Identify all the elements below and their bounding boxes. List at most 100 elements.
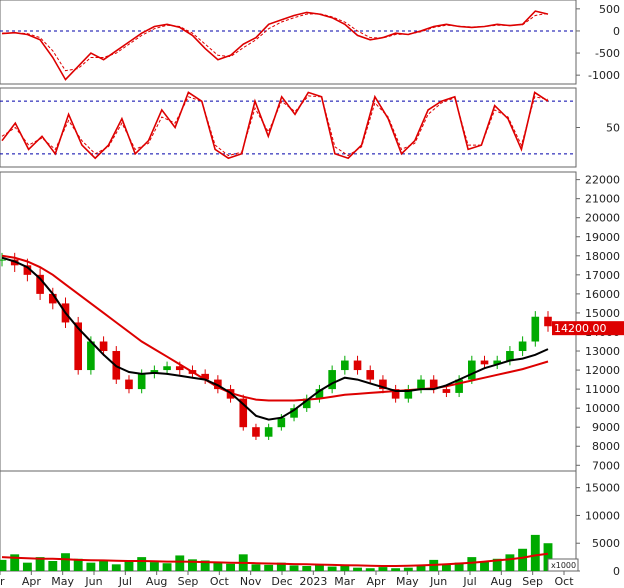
y-tick-label: 9000: [592, 421, 620, 434]
price-panel: 22000 21000 20000 19000 18000 17000 16000 15000…: [0, 171, 624, 472]
volume-bar: [111, 564, 121, 571]
x-tick-label: Nov: [240, 575, 262, 588]
x-tick-label: Aug: [146, 575, 167, 588]
y-tick-label: 21000: [585, 193, 620, 206]
candle-body: [518, 341, 527, 352]
y-tick-label: 0: [613, 25, 620, 38]
macd-lines: [1, 10, 549, 81]
volume-bars: [0, 534, 553, 571]
x-tick-label: Sep: [522, 575, 543, 588]
x-tick-label: Jul: [462, 575, 476, 588]
x-tick-label: May: [51, 575, 74, 588]
volume-bar: [441, 564, 451, 571]
price-candles: [0, 252, 552, 440]
stochastic-reference-lines: [0, 100, 576, 155]
volume-bar: [302, 566, 312, 571]
volume-bar: [86, 562, 96, 571]
y-tick-label: 11000: [585, 383, 620, 396]
candle-body: [23, 265, 32, 275]
x-tick-label: Jun: [429, 575, 447, 588]
volume-bar: [378, 567, 388, 571]
candle-body: [99, 341, 108, 352]
stochastic-lines: [1, 91, 549, 160]
candle-body: [163, 366, 171, 371]
volume-frame: [0, 470, 577, 572]
candle-body: [74, 322, 82, 371]
candle-body: [442, 389, 451, 393]
candle-body: [328, 370, 336, 390]
last-price-text: 14200.00: [554, 322, 607, 335]
macd-panel: 500 0 -500 -1000: [0, 0, 620, 85]
volume-bar: [61, 553, 70, 571]
volume-unit-label: x1000: [547, 558, 579, 572]
y-tick-label: 15000: [585, 307, 620, 320]
y-tick-label: 13000: [585, 345, 620, 358]
volume-panel: 15000 10000 5000 0 x1000: [0, 470, 620, 578]
candle-body: [302, 398, 311, 409]
x-axis: r Apr May Jun Jul Aug Sep Oct Nov Dec 2023 Mar Apr Ma…: [0, 571, 574, 588]
candle-body: [315, 389, 324, 399]
y-tick-label: 5000: [592, 537, 620, 550]
x-tick-label: Apr: [366, 575, 386, 588]
y-tick-label: 12000: [585, 364, 620, 377]
volume-bar: [543, 543, 553, 571]
volume-bar: [48, 561, 58, 571]
macd-frame: [0, 0, 577, 85]
volume-bar: [124, 561, 134, 571]
x-tick-label: Jul: [118, 575, 132, 588]
volume-bar: [226, 563, 236, 571]
candle-body: [264, 427, 273, 437]
volume-bar: [454, 562, 464, 571]
volume-bar: [365, 568, 375, 571]
volume-bar: [467, 557, 477, 571]
x-tick-label: Jun: [84, 575, 102, 588]
x-tick-label: Dec: [271, 575, 292, 588]
volume-bar: [149, 562, 159, 571]
volume-bar: [518, 548, 528, 571]
moving-average-fast: [1, 256, 549, 421]
y-tick-label: 7000: [592, 459, 620, 472]
candle-body: [125, 379, 133, 390]
y-tick-label: 19000: [585, 231, 620, 244]
signal-line: [1, 12, 549, 72]
volume-bar: [200, 560, 210, 571]
candle-body: [201, 373, 209, 380]
y-tick-label: 20000: [585, 212, 620, 225]
indicator-line: [1, 91, 549, 160]
volume-bar: [416, 566, 426, 571]
y-tick-label: 500: [599, 3, 620, 16]
last-price-badge: [552, 321, 624, 336]
x-tick-label: Apr: [22, 575, 42, 588]
last-price-label: 14200.00: [552, 321, 624, 336]
volume-bar: [213, 562, 223, 571]
x-tick-label: Aug: [491, 575, 512, 588]
volume-bar: [188, 559, 197, 571]
y-tick-label: 16000: [585, 288, 620, 301]
y-tick-label: 17000: [585, 269, 620, 282]
candle-body: [506, 351, 514, 361]
volume-bar: [327, 566, 337, 571]
x-tick-label: Oct: [210, 575, 230, 588]
volume-bar: [505, 554, 515, 571]
candle-body: [290, 408, 298, 418]
volume-bar: [276, 562, 286, 571]
stochastic-frame: [0, 87, 577, 168]
volume-bar: [175, 555, 185, 571]
volume-bar: [314, 564, 324, 571]
candle-body: [36, 274, 44, 294]
candle-body: [544, 316, 552, 327]
unit-text: x1000: [551, 561, 576, 570]
volume-bar: [530, 534, 540, 571]
candle-body: [175, 366, 184, 371]
x-tick-label: Mar: [334, 575, 355, 588]
candle-body: [531, 316, 540, 342]
volume-bar: [391, 568, 401, 571]
price-frame: [0, 171, 577, 472]
volume-bar: [289, 565, 299, 571]
y-tick-label: -500: [595, 47, 620, 60]
volume-bar: [251, 564, 261, 571]
candle-body: [0, 259, 6, 261]
y-tick-label: 18000: [585, 250, 620, 263]
y-tick-label: 15000: [585, 482, 620, 495]
macd-y-axis: 500 0 -500 -1000: [576, 3, 620, 82]
